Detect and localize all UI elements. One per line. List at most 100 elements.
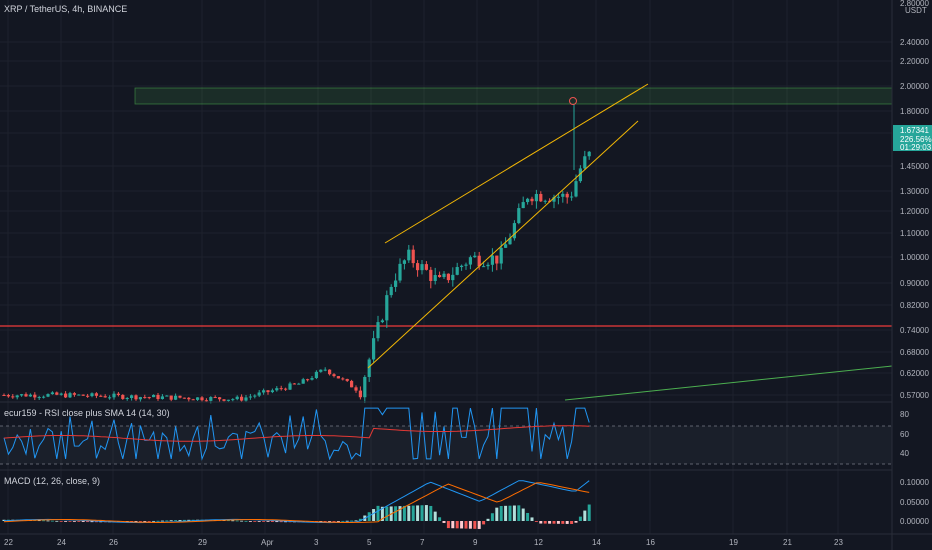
candle-body	[517, 208, 521, 224]
resistance-zone[interactable]	[134, 87, 893, 105]
price-tick-label: 0.62000	[900, 369, 929, 378]
candle-body	[33, 394, 37, 398]
candle-body	[121, 394, 125, 399]
price-tick-label: 1.45000	[900, 162, 929, 171]
candle-body	[292, 383, 296, 385]
candle-body	[556, 196, 560, 198]
candle-body	[301, 379, 305, 384]
candle-body	[477, 255, 481, 267]
macd-histogram-bar	[526, 512, 530, 521]
macd-histogram-bar	[539, 521, 543, 524]
rsi-panel-title[interactable]: ecur159 - RSI close plus SMA 14 (14, 30)	[4, 408, 170, 418]
candle-body	[257, 392, 261, 396]
macd-histogram-bar	[248, 521, 252, 522]
macd-histogram-bar	[187, 519, 191, 521]
wedge-lower-line[interactable]	[367, 120, 639, 369]
candle-body	[534, 193, 538, 202]
macd-histogram-bar	[226, 520, 230, 522]
price-tick-label: 2.00000	[900, 82, 929, 91]
macd-histogram-bar	[512, 505, 516, 521]
candle-body	[482, 266, 486, 268]
time-tick-label: 3	[314, 538, 319, 547]
candle-body	[402, 260, 406, 264]
candle-body	[15, 395, 19, 398]
macd-histogram-bar	[442, 521, 446, 523]
price-tick-label: 2.40000	[900, 38, 929, 47]
macd-histogram-bar	[438, 517, 442, 521]
last-price-value: 1.67341	[900, 126, 929, 135]
macd-histogram-bar	[552, 521, 556, 524]
candle-body	[169, 395, 173, 400]
macd-histogram-bar	[160, 520, 164, 522]
candle-body	[191, 399, 195, 401]
price-tick-label: 1.30000	[900, 187, 929, 196]
wedge-upper-line[interactable]	[384, 83, 649, 244]
rsi-line	[3, 407, 590, 461]
candle-body	[354, 387, 358, 391]
macd-histogram-bar	[253, 521, 257, 522]
candle-body	[486, 264, 490, 267]
macd-histogram-bar	[543, 521, 547, 524]
candle-body	[152, 394, 156, 398]
price-tick-label: 1.00000	[900, 253, 929, 262]
candle-body	[138, 397, 142, 400]
macd-histogram-bar	[156, 520, 160, 522]
last-price-change: 226.56%	[900, 135, 932, 144]
macd-histogram-bar	[50, 520, 54, 522]
candle-body	[55, 392, 59, 395]
candle-body	[587, 151, 591, 157]
candle-body	[376, 322, 380, 339]
candle-body	[460, 265, 464, 268]
candle-body	[504, 244, 508, 248]
macd-histogram-bar	[165, 520, 169, 522]
macd-histogram-bar	[460, 521, 464, 529]
time-axis[interactable]: 22 24 26 29 Apr 3 5 7 9 12 14 16 19 21 23	[0, 533, 932, 547]
candle-body	[196, 397, 200, 400]
candle-body	[28, 394, 32, 397]
macd-histogram-bar	[358, 518, 362, 521]
candle-body	[306, 379, 310, 381]
macd-histogram-bar	[534, 521, 538, 522]
macd-histogram-bar	[578, 516, 582, 521]
macd-histogram-bar	[473, 521, 477, 529]
macd-histogram-bar	[266, 521, 270, 522]
candle-body	[350, 380, 354, 388]
candle-body	[204, 400, 208, 402]
macd-panel-title[interactable]: MACD (12, 26, close, 9)	[4, 476, 101, 486]
macd-histogram-bar	[77, 521, 81, 522]
macd-histogram-bar	[407, 505, 411, 521]
macd-histogram-bar	[486, 518, 490, 521]
time-tick-label: 14	[592, 538, 601, 547]
macd-histogram-bar	[257, 521, 261, 522]
candle-body	[209, 397, 213, 401]
candle-body	[231, 399, 235, 401]
candle-body	[385, 295, 389, 321]
macd-histogram-bar	[174, 520, 178, 521]
price-tick-label: 1.20000	[900, 207, 929, 216]
macd-histogram-bar	[424, 505, 428, 521]
time-tick-label: 16	[646, 538, 655, 547]
macd-line	[3, 480, 590, 524]
macd-histogram-bar	[182, 519, 186, 521]
macd-histogram-bar	[495, 507, 499, 521]
macd-histogram-bar	[235, 520, 239, 522]
candle-body	[539, 193, 543, 202]
long-trend-line[interactable]	[564, 365, 893, 401]
macd-histogram-bar	[499, 506, 503, 521]
candle-body	[424, 264, 428, 270]
candle-body	[358, 390, 362, 398]
macd-histogram-bar	[231, 520, 235, 522]
candle-body	[99, 395, 103, 397]
candle-body	[46, 394, 50, 397]
bar-countdown: 01:29:03	[900, 143, 932, 152]
candle-body	[451, 274, 455, 281]
candle-body	[416, 263, 420, 271]
symbol-title[interactable]: XRP / TetherUS, 4h, BINANCE	[4, 4, 128, 14]
macd-histogram-bar	[341, 520, 345, 522]
macd-histogram-bar	[55, 520, 59, 522]
macd-histogram-bar	[556, 521, 560, 524]
price-axis[interactable]: 2.400002.200002.000001.800001.600001.450…	[891, 0, 929, 550]
candle-body	[160, 396, 164, 400]
macd-panel	[2, 480, 591, 529]
